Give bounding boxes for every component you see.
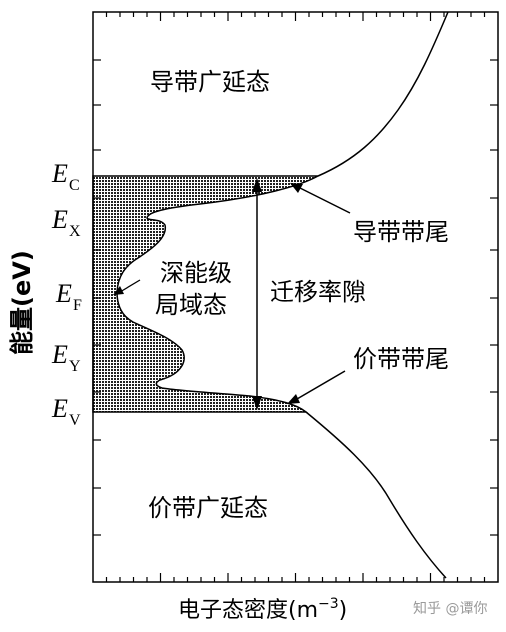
- level-label-ev: E V: [51, 394, 81, 429]
- level-label-ef: E F: [55, 279, 82, 314]
- svg-text:E: E: [51, 205, 68, 234]
- conduction-extended-label: 导带广延态: [150, 68, 270, 96]
- svg-text:F: F: [73, 297, 82, 314]
- svg-text:E: E: [51, 340, 68, 369]
- mobility-gap-label: 迁移率隙: [270, 278, 366, 306]
- svg-text:V: V: [69, 412, 81, 429]
- level-label-ec: E C: [51, 159, 80, 194]
- valence-extended-label: 价带广延态: [148, 494, 268, 522]
- level-label-ex: E X: [51, 205, 81, 240]
- watermark: 知乎 @谭你: [413, 600, 487, 617]
- conduction-tail-arrow: [290, 183, 351, 214]
- valence-band-curve: [305, 411, 447, 579]
- y-axis-label: 能量(eV): [8, 250, 36, 355]
- svg-text:E: E: [55, 279, 72, 308]
- valence-tail-arrow: [287, 370, 346, 404]
- deep-localized-label-line2: 局域态: [155, 291, 227, 319]
- level-label-ey: E Y: [51, 340, 81, 375]
- svg-text:E: E: [51, 394, 68, 423]
- deep-localized-label-line1: 深能级: [160, 259, 232, 287]
- svg-text:C: C: [69, 177, 80, 194]
- conduction-band-curve: [317, 11, 449, 177]
- mobility-gap-arrow: [252, 178, 262, 410]
- svg-text:X: X: [69, 223, 81, 240]
- conduction-tail-label: 导带带尾: [353, 218, 449, 246]
- axis-ticks: [93, 12, 498, 582]
- x-axis-label: 电子态密度(m−3): [178, 596, 347, 623]
- localized-states-region: [92, 175, 321, 413]
- valence-tail-label: 价带带尾: [353, 345, 449, 373]
- svg-text:Y: Y: [69, 358, 81, 375]
- fermi-level-arrow: [113, 279, 141, 295]
- svg-text:E: E: [51, 159, 68, 188]
